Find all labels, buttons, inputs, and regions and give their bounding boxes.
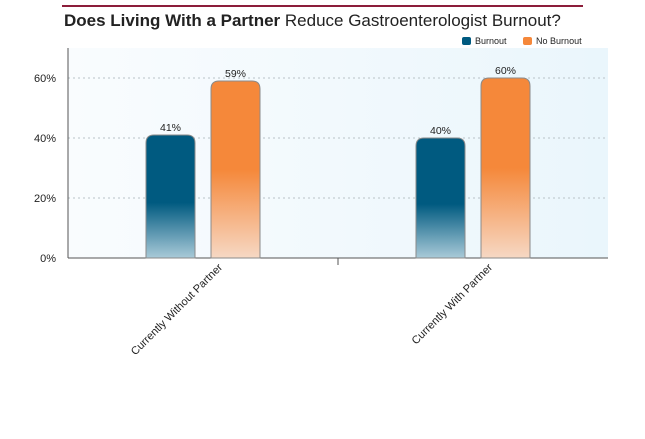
legend-swatch-no-burnout xyxy=(523,37,533,45)
legend-label-burnout: Burnout xyxy=(475,36,507,46)
bar-burnout xyxy=(415,137,466,259)
legend-item-burnout: Burnout xyxy=(462,36,507,46)
bar-no-burnout xyxy=(210,80,261,259)
legend-label-no-burnout: No Burnout xyxy=(536,36,582,46)
y-tick-label: 60% xyxy=(34,73,56,85)
data-label: 60% xyxy=(495,65,516,77)
y-tick-label: 40% xyxy=(34,133,56,145)
title-rule xyxy=(62,5,583,7)
chart-title: Does Living With a Partner Reduce Gastro… xyxy=(64,11,561,31)
x-tick-label: Currently With Partner xyxy=(410,261,496,347)
y-tick-label: 0% xyxy=(40,253,56,265)
y-tick-label: 20% xyxy=(34,193,56,205)
legend: Burnout No Burnout xyxy=(462,36,596,46)
chart-title-bold: Does Living With a Partner xyxy=(64,11,281,30)
chart-title-rest: Reduce Gastroenterologist Burnout? xyxy=(280,11,561,30)
data-label: 59% xyxy=(225,68,246,80)
x-tick-label: Currently Without Partner xyxy=(129,261,225,357)
data-label: 41% xyxy=(160,122,181,134)
bar-burnout xyxy=(145,134,196,259)
legend-item-no-burnout: No Burnout xyxy=(523,36,582,46)
bar-no-burnout xyxy=(480,77,531,259)
legend-swatch-burnout xyxy=(462,37,471,45)
data-label: 40% xyxy=(430,125,451,137)
